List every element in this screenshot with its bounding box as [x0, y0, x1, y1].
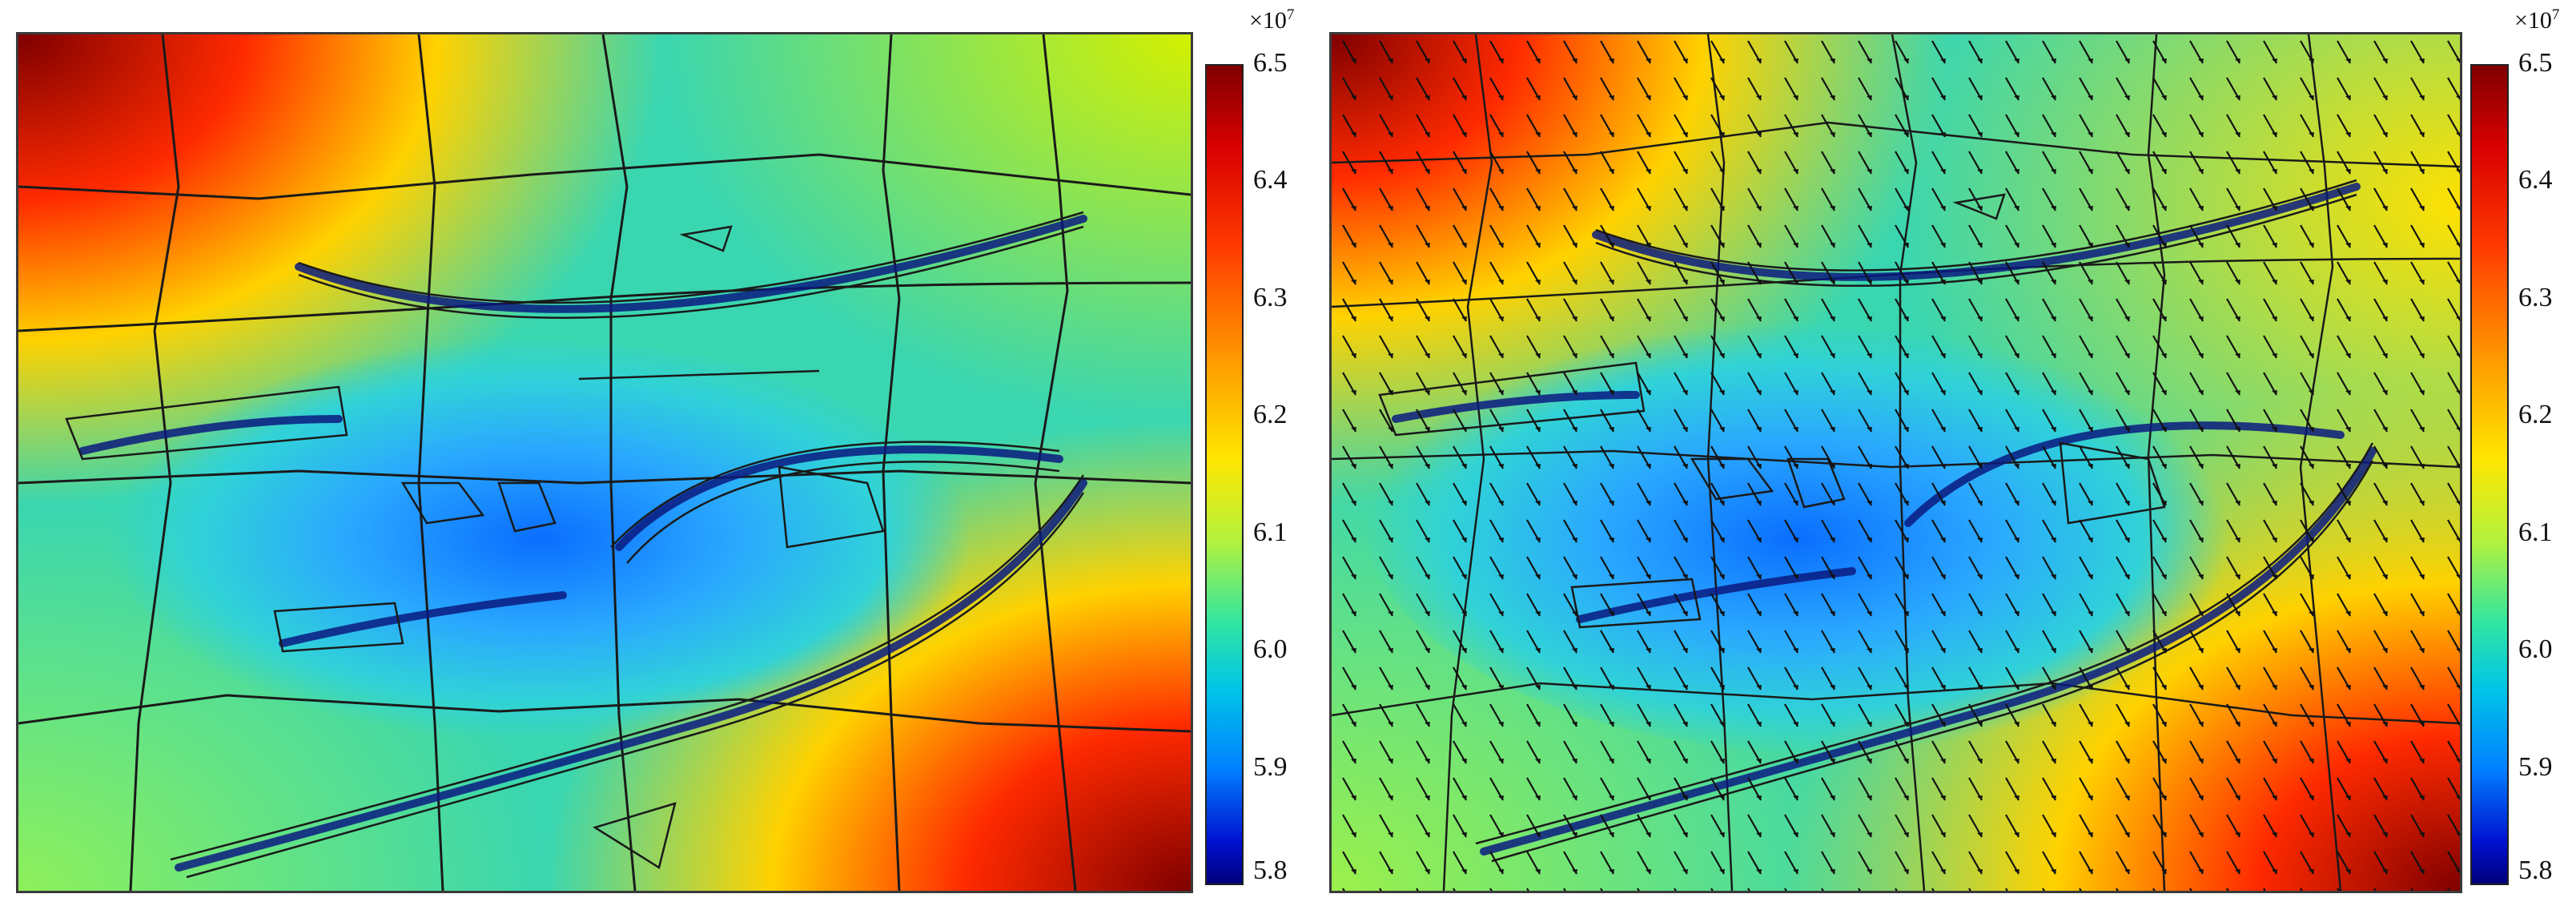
colorbar-exponent-left: ×107: [1249, 6, 1295, 34]
colorbar-exponent-right: ×107: [2514, 6, 2560, 34]
colorbar-tick-label: 6.1: [1253, 517, 1288, 547]
colorbar-tick-label: 6.1: [2518, 517, 2553, 547]
colorbar-tick-label: 6.2: [2518, 400, 2553, 429]
colorbar-tick-label: 5.9: [1253, 752, 1288, 782]
stress-field-map-left: [18, 34, 1191, 891]
colorbar-tick-label: 6.5: [2518, 48, 2553, 78]
colorbar-tick-label: 6.3: [1253, 283, 1288, 312]
colorbar-tick-label: 5.9: [2518, 752, 2553, 782]
colorbar-gradient-right: [2470, 64, 2509, 885]
colorbar-tick-label: 6.3: [2518, 283, 2553, 312]
colorbar-tick-label: 5.8: [2518, 856, 2553, 885]
colorbar-tick-label: 6.4: [2518, 165, 2553, 195]
colorbar-tick-label: 6.5: [1253, 48, 1288, 78]
colorbar-tick-label: 6.2: [1253, 400, 1288, 429]
stress-field-panel-right: [1329, 32, 2462, 893]
colorbar-tick-label: 5.8: [1253, 856, 1288, 885]
colorbar-tick-label: 6.0: [2518, 634, 2553, 664]
colorbar-gradient-left: [1205, 64, 1244, 885]
stress-direction-arrows: [1332, 34, 2460, 891]
colorbar-tick-label: 6.0: [1253, 634, 1288, 664]
stress-field-panel-left: [16, 32, 1193, 893]
stress-field-map-right: [1332, 34, 2460, 891]
colorbar-tick-label: 6.4: [1253, 165, 1288, 195]
